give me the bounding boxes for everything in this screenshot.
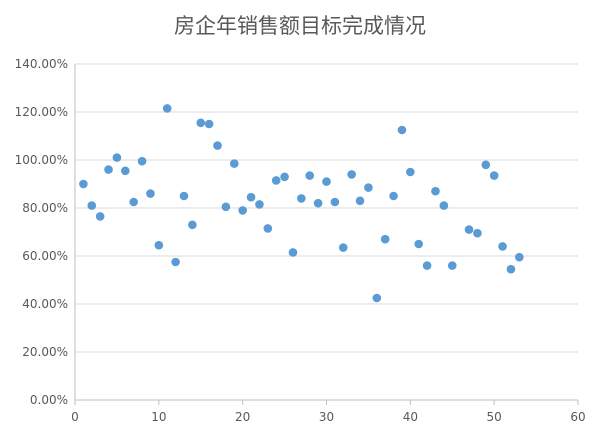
data-point (246, 192, 256, 202)
y-tick-labels: 0.00% 20.00% 40.00% 60.00% 80.00% 100.00% 120.… (15, 57, 68, 407)
chart-title: 房企年销售额目标完成情况 (174, 14, 426, 38)
data-point (422, 261, 432, 270)
data-point (397, 125, 407, 135)
data-point (364, 183, 373, 192)
data-point (481, 160, 491, 170)
data-point (313, 198, 323, 208)
data-point (473, 228, 482, 238)
data-point (87, 201, 97, 210)
data-point (79, 179, 88, 189)
x-tick-label: 10 (151, 410, 166, 424)
x-tick-label: 0 (71, 410, 79, 424)
data-point (271, 176, 281, 185)
y-tick-label: 80.00% (22, 201, 68, 215)
y-tick-label: 100.00% (15, 153, 68, 167)
data-point (439, 201, 449, 210)
data-point (330, 197, 340, 207)
data-point (305, 171, 315, 180)
x-tick-label: 40 (403, 410, 418, 424)
data-point (447, 261, 457, 270)
y-tick-label: 20.00% (22, 345, 68, 359)
data-points (79, 104, 524, 303)
data-point (238, 206, 247, 215)
data-point (489, 171, 499, 180)
data-point (171, 257, 180, 267)
data-point (204, 119, 214, 129)
data-point (406, 167, 415, 177)
data-point (389, 191, 398, 201)
data-point (414, 239, 424, 249)
x-tick-label: 50 (487, 410, 502, 424)
data-point (255, 200, 264, 209)
x-tick-label: 60 (570, 410, 585, 424)
data-point (146, 189, 155, 198)
y-tick-label: 140.00% (15, 57, 68, 71)
gridlines (75, 63, 578, 353)
data-point (213, 141, 222, 150)
data-point (112, 153, 122, 162)
data-point (338, 243, 348, 252)
y-tick-label: 40.00% (22, 297, 68, 311)
data-point (137, 156, 147, 166)
data-point (95, 212, 105, 221)
data-point (380, 234, 390, 244)
x-tick-label: 20 (235, 410, 250, 424)
data-point (196, 118, 206, 128)
y-tick-label: 60.00% (22, 249, 68, 263)
data-point (229, 159, 239, 168)
data-point (179, 191, 189, 201)
data-point (464, 225, 474, 234)
data-point (297, 194, 306, 203)
data-point (263, 224, 273, 233)
data-point (104, 165, 113, 174)
data-point (280, 172, 289, 182)
data-point (506, 264, 516, 274)
data-point (154, 240, 164, 250)
data-point (355, 196, 365, 206)
data-point (322, 177, 331, 186)
data-point (372, 293, 382, 303)
data-point (188, 220, 197, 230)
x-tick-labels: 0 10 20 30 40 50 60 (71, 410, 585, 424)
data-point (162, 104, 172, 113)
data-point (221, 202, 231, 212)
data-point (288, 248, 298, 257)
data-point (129, 197, 138, 207)
data-point (431, 186, 440, 196)
y-tick-label: 0.00% (30, 393, 68, 407)
y-tick-label: 120.00% (15, 105, 68, 119)
data-point (121, 166, 130, 176)
data-point (515, 252, 524, 262)
data-point (498, 242, 507, 251)
data-point (347, 170, 356, 179)
x-tick-label: 30 (319, 410, 334, 424)
axes (74, 64, 579, 405)
